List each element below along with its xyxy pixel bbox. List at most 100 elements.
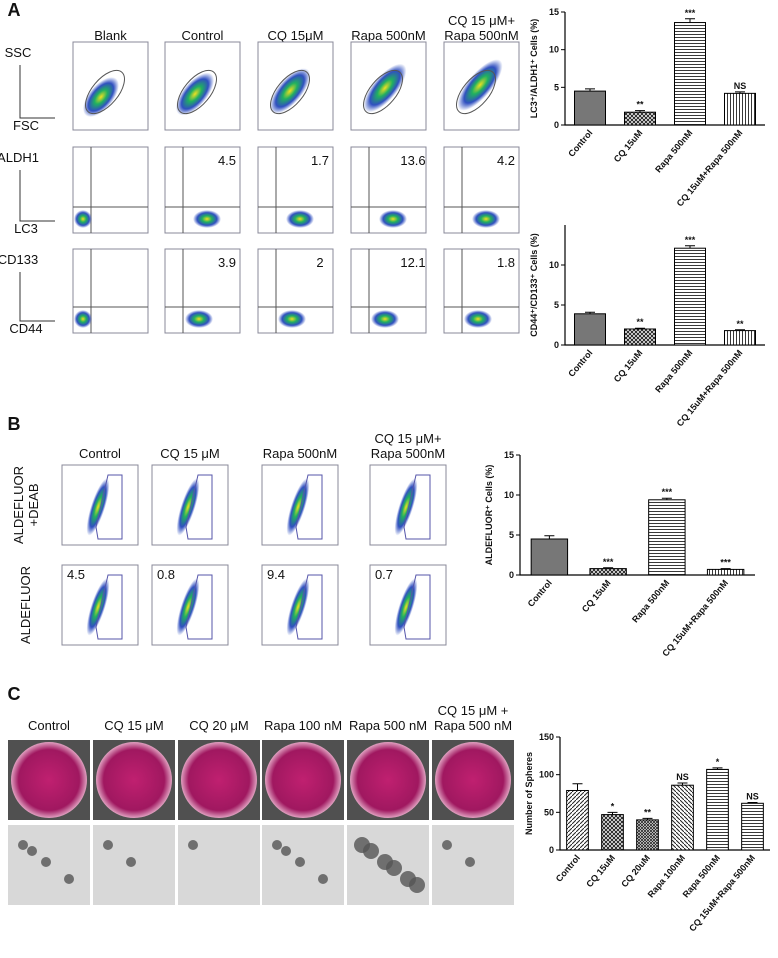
gate [456,69,496,115]
x-tick-label: CQ 15uM [580,578,613,614]
error-bar [735,329,745,331]
error-bar [544,535,555,539]
y-tick-label: 0 [554,340,559,350]
column-header: Rapa 100 nM [264,718,342,733]
row-axis-label: LC3 [14,221,38,236]
error-bar [642,817,653,820]
cell-cloud [286,210,314,228]
sphere [363,843,379,859]
column-header: Rapa 500nM [351,28,425,43]
cell-cloud [74,310,92,328]
bar [589,568,627,576]
quadrant [444,249,519,333]
cell-cloud [371,310,399,328]
y-tick-label: 100 [539,770,554,780]
sphere [386,860,402,876]
bar [624,111,656,126]
error-bar [685,245,695,249]
significance-label: *** [720,558,731,568]
row-axis-label: CD44 [9,321,42,336]
quadrant [165,147,240,233]
cell-cloud [193,210,221,228]
row-label: +DEAB [26,484,41,527]
gate-value: 4.5 [67,567,85,582]
significance-label: NS [676,772,689,782]
error-bar [747,802,758,804]
well [350,742,426,818]
sphere [318,874,328,884]
row-axis-label: ALDH1 [0,150,39,165]
error-bar [735,91,745,94]
x-tick-label: Rapa 500nM [653,348,694,395]
column-header: CQ 15 μM [160,446,220,461]
bar [566,789,589,851]
row-axis-label: CD133 [0,252,38,267]
row-label: ALDEFLUOR [18,566,33,644]
column-header: Rapa 500nM [263,446,337,461]
x-tick-label: CQ 15uM [612,128,645,164]
y-tick-label: 15 [504,450,514,460]
bar [648,499,686,576]
bar [724,92,756,126]
gate [295,474,323,540]
cell-cloud [269,68,311,114]
error-bar [685,18,695,23]
x-tick-label: Control [566,348,594,379]
cell-cloud [74,210,92,228]
y-axis-label: LC3⁺/ALDH1⁺ Cells (%) [529,19,539,119]
column-header: CQ 15 μM+ [374,431,441,446]
error-bar [607,811,618,815]
column-header: Rapa 500nM [444,28,518,43]
row-label: ALDEFLUOR [11,466,26,544]
well [435,742,511,818]
sphere [41,857,51,867]
x-tick-label: Control [554,853,582,884]
y-tick-label: 10 [504,490,514,500]
error-bar [603,567,614,569]
gate [363,69,403,115]
sphere-photo [178,825,260,905]
bar [530,538,569,576]
gate-value: 9.4 [267,567,285,582]
y-axis-label: ALDEFLUOR⁺ Cells (%) [484,465,494,566]
error-bar [585,88,595,92]
bar [624,328,656,346]
y-tick-label: 10 [549,260,559,270]
column-header: Blank [94,28,127,43]
column-header: Control [182,28,224,43]
quadrant [258,249,333,333]
error-bar [677,782,688,786]
bar [574,90,606,126]
sphere [18,840,28,850]
y-axis-label: CD44⁺/CD133⁺ Cells (%) [529,233,539,337]
y-tick-label: 50 [544,807,554,817]
error-bar [635,327,645,329]
sphere [126,857,136,867]
y-tick-label: 0 [554,120,559,130]
sphere [409,877,425,893]
column-header: CQ 15μM [268,28,324,43]
error-bar [661,497,672,500]
x-tick-label: Control [526,578,554,609]
gate-value: 0.8 [157,567,175,582]
column-header: CQ 15 μM [104,718,164,733]
panel-label: B [8,414,21,434]
quadrant-value: 2 [316,255,323,270]
gate [85,69,125,115]
y-tick-label: 5 [554,300,559,310]
cell-cloud [379,210,407,228]
error-bar [585,311,595,314]
significance-label: *** [662,487,673,497]
column-header: Rapa 500 nM [434,718,512,733]
well [181,742,257,818]
significance-label: * [611,801,615,811]
y-axis-label: Number of Spheres [524,752,534,835]
column-header: Control [79,446,121,461]
well [11,742,87,818]
bar [706,568,745,576]
error-bar [712,767,723,770]
gate [185,574,213,640]
gate [270,69,310,115]
gate [177,69,217,115]
